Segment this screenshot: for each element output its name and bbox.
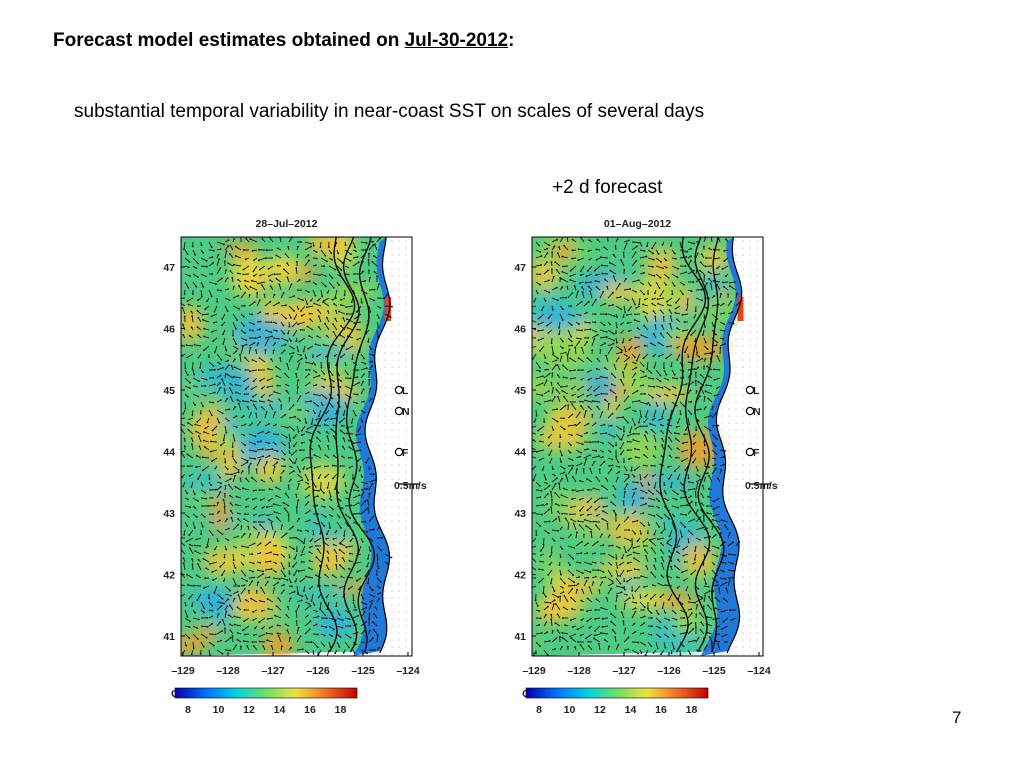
bathymetry-contours bbox=[309, 237, 376, 653]
lon-tick-label: –126 bbox=[306, 665, 330, 677]
lon-tick-label: –127 bbox=[261, 665, 285, 677]
slide-title: Forecast model estimates obtained on Jul… bbox=[53, 30, 514, 52]
station-label: L bbox=[402, 385, 409, 397]
lat-tick-label: 47 bbox=[163, 262, 175, 274]
colorbar-tick-label: 10 bbox=[564, 704, 576, 716]
colorbar-tick-label: 8 bbox=[536, 704, 542, 716]
slide-subtitle: substantial temporal variability in near… bbox=[74, 101, 705, 122]
lon-tick-label: –124 bbox=[747, 665, 771, 677]
coastline bbox=[715, 237, 743, 654]
station-label: F bbox=[402, 447, 409, 459]
map-date-title: 01–Aug–2012 bbox=[604, 218, 671, 230]
map-frame bbox=[531, 236, 764, 657]
lon-tick-label: –129 bbox=[522, 665, 546, 677]
lat-tick-label: 44 bbox=[514, 447, 526, 459]
colorbar-tick-label: 18 bbox=[686, 704, 698, 716]
station-marker bbox=[745, 447, 755, 457]
lon-tick-label: –129 bbox=[171, 665, 195, 677]
bathymetry-contours bbox=[659, 237, 725, 653]
colorbar-tick-label: 8 bbox=[185, 704, 191, 716]
lat-tick-label: 46 bbox=[514, 324, 526, 336]
lon-tick-label: –124 bbox=[396, 665, 420, 677]
sst-field bbox=[532, 237, 763, 656]
upwelling-band bbox=[700, 237, 742, 656]
sst-map-panel-1: 28–Jul–2012 47 46 45 44 43 42 41 –129 –128 –127 –12… bbox=[152, 206, 472, 726]
station-marker bbox=[745, 385, 755, 395]
velocity-vectors bbox=[532, 237, 741, 656]
colorbar-tick-label: 18 bbox=[335, 704, 347, 716]
map-frame bbox=[180, 236, 413, 657]
colorbar-tick-label: 14 bbox=[625, 704, 637, 716]
colorbar bbox=[174, 687, 358, 699]
station-label: F bbox=[753, 447, 760, 459]
title-suffix: : bbox=[508, 30, 515, 51]
colorbar-tick-label: 12 bbox=[594, 704, 606, 716]
station-marker bbox=[745, 406, 755, 416]
colorbar-tick-label: 10 bbox=[213, 704, 225, 716]
lat-tick-label: 46 bbox=[163, 324, 175, 336]
station-marker bbox=[394, 406, 404, 416]
velocity-vectors bbox=[181, 237, 393, 656]
lon-tick-label: –127 bbox=[612, 665, 636, 677]
forecast-label: +2 d forecast bbox=[552, 177, 663, 198]
lat-tick-label: 45 bbox=[163, 385, 175, 397]
coastline bbox=[364, 237, 391, 654]
sst-map-panel-2: 01–Aug–2012 47 46 45 44 43 42 41 –129 –128 –127 –12… bbox=[503, 206, 823, 726]
title-prefix: Forecast model estimates obtained on bbox=[53, 30, 405, 51]
sst-map-2: 01–Aug–2012 47 46 45 44 43 42 41 –129 –128 –127 –12… bbox=[514, 218, 778, 716]
lat-tick-label: 43 bbox=[163, 508, 175, 520]
lat-tick-label: 43 bbox=[514, 508, 526, 520]
colorbar bbox=[525, 687, 709, 699]
lat-tick-label: 44 bbox=[163, 447, 175, 459]
lat-tick-label: 42 bbox=[163, 570, 175, 582]
lon-tick-label: –128 bbox=[216, 665, 240, 677]
colorbar-tick-label: 16 bbox=[655, 704, 667, 716]
sst-field bbox=[181, 237, 412, 656]
lon-tick-label: –125 bbox=[702, 665, 726, 677]
colorbar-tick-label: 14 bbox=[274, 704, 286, 716]
lon-tick-label: –125 bbox=[351, 665, 375, 677]
station-marker bbox=[394, 447, 404, 457]
lat-tick-label: 45 bbox=[514, 385, 526, 397]
station-label: L bbox=[753, 385, 760, 397]
upwelling-band bbox=[353, 237, 390, 656]
lon-tick-label: –128 bbox=[567, 665, 591, 677]
station-marker bbox=[394, 385, 404, 395]
scale-label: 0.5m/s bbox=[745, 480, 778, 492]
river-plume bbox=[385, 297, 392, 321]
sst-map-1: 28–Jul–2012 47 46 45 44 43 42 41 –129 –128 –127 –12… bbox=[163, 218, 427, 716]
colorbar-tick-label: 16 bbox=[304, 704, 316, 716]
scale-label: 0.5m/s bbox=[394, 480, 427, 492]
page-number: 7 bbox=[952, 708, 962, 727]
station-label: N bbox=[402, 406, 410, 418]
lat-tick-label: 47 bbox=[514, 262, 526, 274]
map-date-title: 28–Jul–2012 bbox=[256, 218, 318, 230]
river-plume bbox=[737, 297, 744, 321]
station-label: N bbox=[753, 406, 761, 418]
lat-tick-label: 41 bbox=[163, 631, 175, 643]
lon-tick-label: –126 bbox=[657, 665, 681, 677]
title-date: Jul-30-2012 bbox=[404, 30, 509, 51]
colorbar-tick-label: 12 bbox=[243, 704, 255, 716]
lat-tick-label: 42 bbox=[514, 570, 526, 582]
lat-tick-label: 41 bbox=[514, 631, 526, 643]
